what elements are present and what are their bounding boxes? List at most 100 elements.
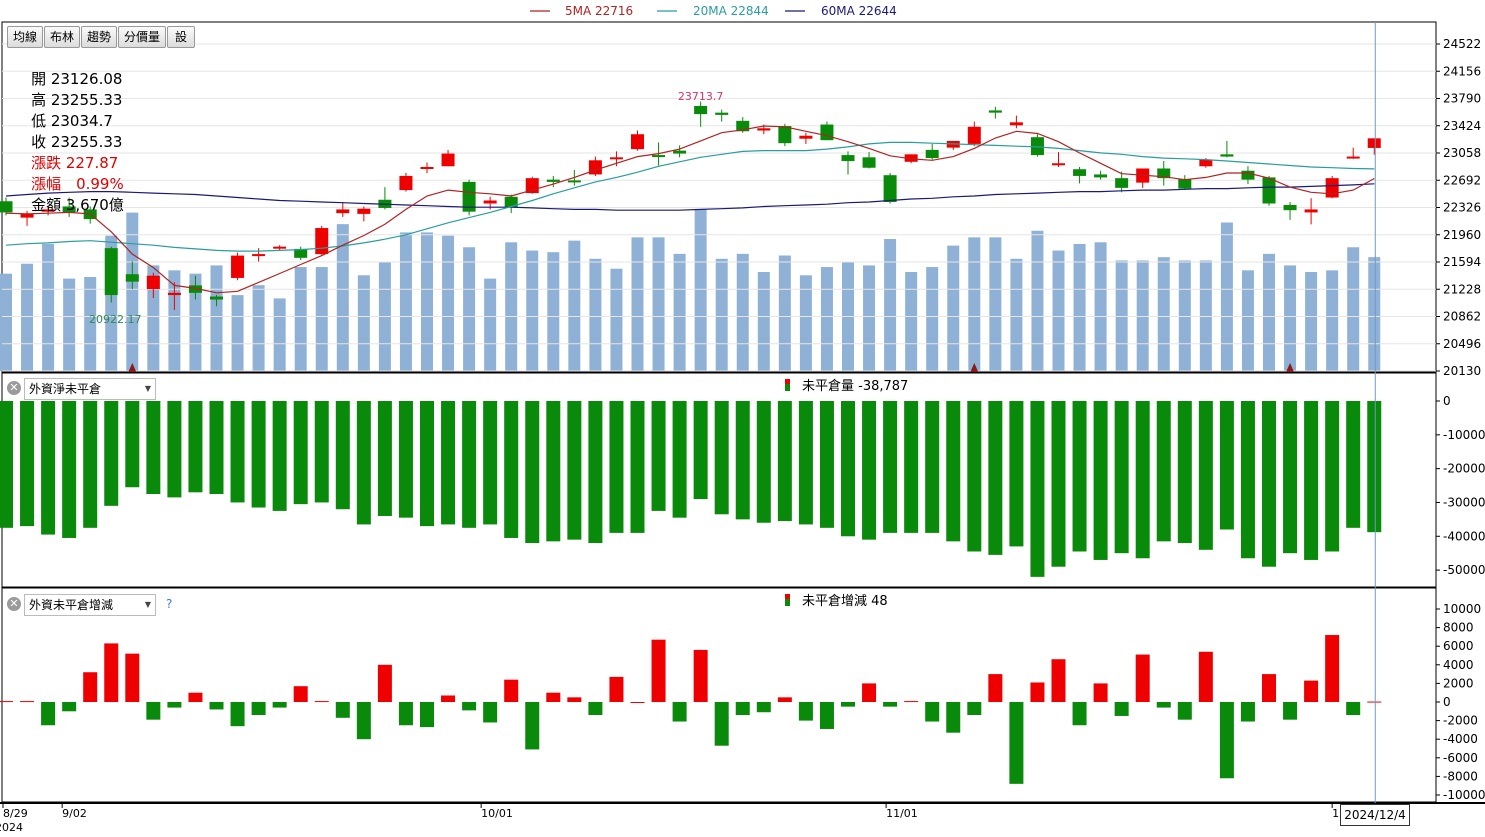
volume-bar — [294, 267, 307, 371]
volume-bar — [42, 243, 55, 371]
volume-bar — [526, 250, 539, 371]
tab-ma[interactable]: 均線 — [7, 26, 43, 48]
price-tick-label: 20130 — [1443, 364, 1481, 378]
panel3-indicator-select[interactable]: 外資未平倉增減 ▼ — [24, 594, 156, 616]
candle-body — [1094, 174, 1108, 178]
oi-bar — [125, 401, 140, 488]
price-tick-label: 21960 — [1443, 228, 1481, 242]
oi-change-bar — [62, 702, 77, 712]
high-annotation: 23713.7 — [678, 90, 724, 103]
panel3-close-icon[interactable]: ✕ — [7, 597, 21, 611]
candle-body — [1283, 204, 1297, 211]
oi-change-bar — [714, 702, 729, 746]
tab-bollinger[interactable]: 布林 — [44, 26, 80, 48]
oi-bar — [756, 401, 771, 523]
oi-bar — [819, 401, 834, 528]
oi-change-bar — [41, 702, 56, 726]
price-tick-label: 21594 — [1443, 255, 1481, 269]
oi-bar — [41, 401, 56, 535]
oi-change-bar — [1346, 702, 1361, 716]
volume-bar — [1241, 270, 1254, 371]
oi-bar — [1198, 401, 1213, 550]
oi-change-bar — [335, 702, 350, 718]
candle-body — [483, 200, 497, 204]
oi-change-bar — [1219, 702, 1234, 779]
oi-change-bar — [819, 702, 834, 729]
oi-bar — [588, 401, 603, 544]
volume-bar — [484, 278, 497, 371]
candle-body — [357, 208, 371, 214]
tab-volume-profile[interactable]: 分價量 — [118, 26, 166, 48]
tab-settings[interactable]: 設 — [167, 26, 195, 48]
price-tick-label: 21228 — [1443, 282, 1481, 296]
volume-bar — [673, 253, 686, 371]
oi-change-bar — [1156, 702, 1171, 708]
help-icon[interactable]: ? — [166, 597, 173, 611]
candle-body — [883, 175, 897, 202]
oi-bar — [1030, 401, 1045, 577]
high-value: 高 23255.33 — [31, 91, 123, 109]
oi-change-bar — [251, 702, 266, 716]
volume-bar — [778, 255, 791, 371]
oi-change-bar — [230, 702, 245, 727]
volume-bar — [1368, 257, 1381, 371]
candle-body — [441, 153, 455, 167]
candle-body — [1346, 156, 1360, 159]
volume-bar — [505, 242, 518, 371]
candle-body — [1220, 154, 1234, 157]
oi-tick-label: -50000 — [1443, 563, 1485, 577]
oi-change-bar — [946, 702, 961, 733]
volume-bar — [1136, 260, 1149, 371]
tab-trend[interactable]: 趨勢 — [81, 26, 117, 48]
oi-change-bar — [630, 702, 645, 703]
oi-change-bar — [651, 639, 666, 702]
x-axis-label: 10/01 — [481, 807, 513, 820]
volume-bar — [84, 276, 97, 371]
oi-bar — [904, 401, 919, 533]
panel2-indicator-select[interactable]: 外資淨未平倉 ▼ — [24, 378, 156, 400]
oi-change-bar — [462, 702, 477, 711]
oi-change-bar — [1177, 702, 1192, 720]
candle-body — [820, 124, 834, 141]
candle-body — [904, 154, 918, 162]
volume-bar — [421, 232, 433, 371]
oi-change-bar — [546, 692, 561, 702]
panel2-close-icon[interactable]: ✕ — [7, 381, 21, 395]
oi-change-bar — [314, 701, 329, 703]
candle-body — [799, 135, 813, 139]
ma60-legend-label: 60MA 22644 — [821, 4, 897, 18]
oi-bar — [546, 401, 561, 542]
oi-change-bar — [609, 676, 624, 702]
oi-bar — [0, 401, 13, 528]
candle-body — [1115, 178, 1129, 188]
oi-change-bar — [588, 702, 603, 716]
oi-bar — [251, 401, 266, 508]
oi-bar — [398, 401, 413, 518]
volume-bar — [694, 209, 707, 371]
candle-body — [315, 228, 329, 255]
candle-body — [588, 160, 602, 175]
candle-body — [1262, 177, 1276, 204]
candle-body — [210, 296, 223, 300]
oi-change-bar — [1367, 701, 1382, 703]
oi-bar — [1009, 401, 1024, 547]
oi-change-bar — [567, 697, 582, 702]
oi-bar — [1114, 401, 1129, 554]
oi-bar — [946, 401, 961, 542]
oi-bar — [1177, 401, 1192, 544]
oi-change-bar — [862, 683, 877, 702]
oi-change-tick-label: -6000 — [1443, 751, 1478, 765]
low-value: 低 23034.7 — [31, 112, 113, 130]
x-axis-label: 9/02 — [62, 807, 87, 820]
oi-change-bar — [146, 702, 161, 720]
volume-bar — [947, 245, 960, 371]
oi-change-bar — [904, 701, 919, 703]
oi-change-bar — [398, 702, 413, 726]
volume-bar — [757, 272, 770, 371]
candle-body — [778, 126, 792, 144]
oi-bar — [988, 401, 1003, 555]
oi-bar — [230, 401, 245, 503]
volume-bar — [1010, 258, 1023, 371]
volume-bar — [1031, 230, 1044, 371]
oi-change-bar — [0, 701, 13, 703]
